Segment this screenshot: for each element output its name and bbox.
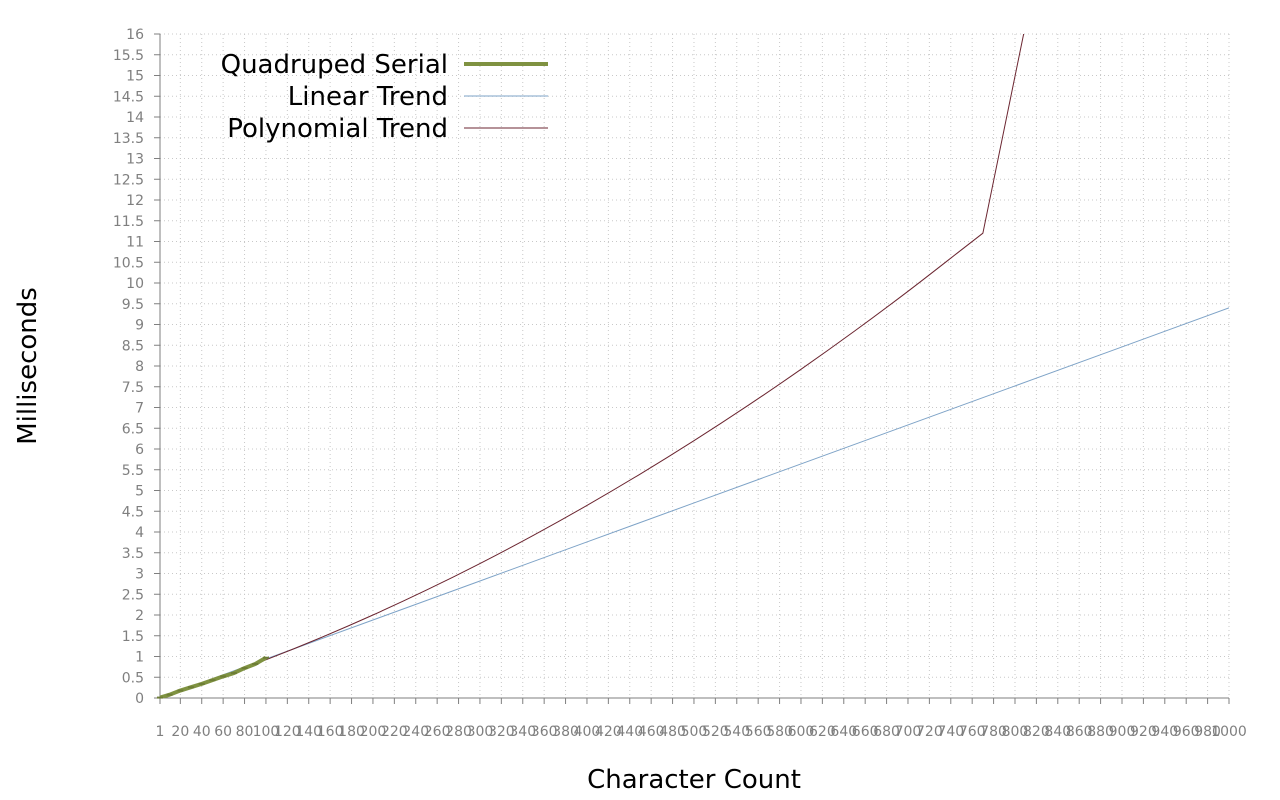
x-tick-label: 900 <box>1109 724 1136 740</box>
legend-label: Polynomial Trend <box>227 114 448 144</box>
y-tick-label: 8.5 <box>122 338 144 354</box>
x-tick-label: 860 <box>1066 724 1093 740</box>
series-line-linear-trend <box>160 307 1229 698</box>
x-tick-label: 20 <box>171 724 189 740</box>
y-tick-label: 1 <box>135 650 144 666</box>
x-tick-label: 600 <box>788 724 815 740</box>
x-tick-label: 180 <box>338 724 365 740</box>
x-tick-label: 740 <box>937 724 964 740</box>
y-tick-label: 14.5 <box>113 89 144 105</box>
x-tick-label: 300 <box>467 724 494 740</box>
y-tick-label: 7 <box>135 401 144 417</box>
y-tick-label: 9.5 <box>122 297 144 313</box>
x-tick-label: 540 <box>723 724 750 740</box>
x-tick-label: 700 <box>895 724 922 740</box>
y-tick-label: 7.5 <box>122 380 144 396</box>
series-layer <box>157 34 1229 699</box>
y-tick-label: 2 <box>135 608 144 624</box>
x-tick-label: 340 <box>509 724 536 740</box>
y-tick-label: 3.5 <box>122 546 144 562</box>
x-tick-label: 500 <box>681 724 708 740</box>
x-tick-label: 920 <box>1130 724 1157 740</box>
x-tick-label: 940 <box>1151 724 1178 740</box>
y-tick-label: 0 <box>135 691 144 707</box>
x-axis-title: Character Count <box>587 765 801 795</box>
x-tick-label: 720 <box>916 724 943 740</box>
x-tick-label: 1 <box>156 724 165 740</box>
y-tick-label: 10 <box>126 276 144 292</box>
y-tick-label: 5 <box>135 484 144 500</box>
x-tick-label: 220 <box>381 724 408 740</box>
x-tick-label: 960 <box>1173 724 1200 740</box>
y-tick-label: 16 <box>126 27 144 43</box>
x-tick-label: 380 <box>552 724 579 740</box>
grid <box>159 33 1230 699</box>
y-tick-label: 11 <box>126 235 144 251</box>
y-tick-label: 8 <box>135 359 144 375</box>
x-tick-label: 420 <box>595 724 622 740</box>
x-tick-label: 660 <box>852 724 879 740</box>
x-tick-label: 780 <box>980 724 1007 740</box>
y-tick-label: 6 <box>135 442 144 458</box>
x-tick-label: 880 <box>1087 724 1114 740</box>
y-tick-label: 3 <box>135 567 144 583</box>
x-tick-label: 60 <box>214 724 232 740</box>
axes: 00.511.522.533.544.555.566.577.588.599.5… <box>113 27 1247 740</box>
y-tick-label: 15 <box>126 69 144 85</box>
x-tick-label: 680 <box>873 724 900 740</box>
x-tick-label: 280 <box>445 724 472 740</box>
y-tick-label: 2.5 <box>122 587 144 603</box>
y-tick-label: 1.5 <box>122 629 144 645</box>
x-tick-label: 760 <box>959 724 986 740</box>
x-tick-label: 260 <box>424 724 451 740</box>
x-tick-label: 480 <box>659 724 686 740</box>
x-tick-label: 320 <box>488 724 515 740</box>
x-tick-label: 120 <box>274 724 301 740</box>
y-tick-label: 12.5 <box>113 172 144 188</box>
x-tick-label: 820 <box>1023 724 1050 740</box>
x-tick-label: 560 <box>745 724 772 740</box>
series-line-polynomial-trend <box>160 34 1025 698</box>
x-tick-label: 440 <box>616 724 643 740</box>
y-tick-label: 15.5 <box>113 48 144 64</box>
x-tick-label: 840 <box>1044 724 1071 740</box>
x-tick-label: 140 <box>295 724 322 740</box>
x-tick-label: 800 <box>1002 724 1029 740</box>
y-tick-label: 10.5 <box>113 255 144 271</box>
x-tick-label: 460 <box>638 724 665 740</box>
legend-label: Linear Trend <box>288 82 448 112</box>
x-tick-label: 360 <box>531 724 558 740</box>
y-tick-label: 14 <box>126 110 144 126</box>
x-tick-label: 160 <box>317 724 344 740</box>
x-tick-label: 1000 <box>1211 724 1247 740</box>
y-tick-label: 11.5 <box>113 214 144 230</box>
y-tick-label: 5.5 <box>122 463 144 479</box>
x-tick-label: 620 <box>809 724 836 740</box>
y-tick-label: 13 <box>126 152 144 168</box>
y-tick-label: 0.5 <box>122 670 144 686</box>
x-tick-label: 240 <box>402 724 429 740</box>
y-axis-title: Milliseconds <box>13 287 43 445</box>
legend-label: Quadruped Serial <box>221 50 448 80</box>
x-tick-label: 580 <box>766 724 793 740</box>
y-tick-label: 4 <box>135 525 144 541</box>
y-tick-label: 13.5 <box>113 131 144 147</box>
x-tick-label: 80 <box>236 724 254 740</box>
x-tick-label: 200 <box>360 724 387 740</box>
y-tick-label: 12 <box>126 193 144 209</box>
x-tick-label: 40 <box>193 724 211 740</box>
x-tick-label: 640 <box>830 724 857 740</box>
x-tick-label: 400 <box>574 724 601 740</box>
x-tick-label: 980 <box>1194 724 1221 740</box>
y-tick-label: 6.5 <box>122 421 144 437</box>
x-tick-label: 100 <box>253 724 280 740</box>
y-tick-label: 4.5 <box>122 504 144 520</box>
y-tick-label: 9 <box>135 318 144 334</box>
x-tick-label: 520 <box>702 724 729 740</box>
